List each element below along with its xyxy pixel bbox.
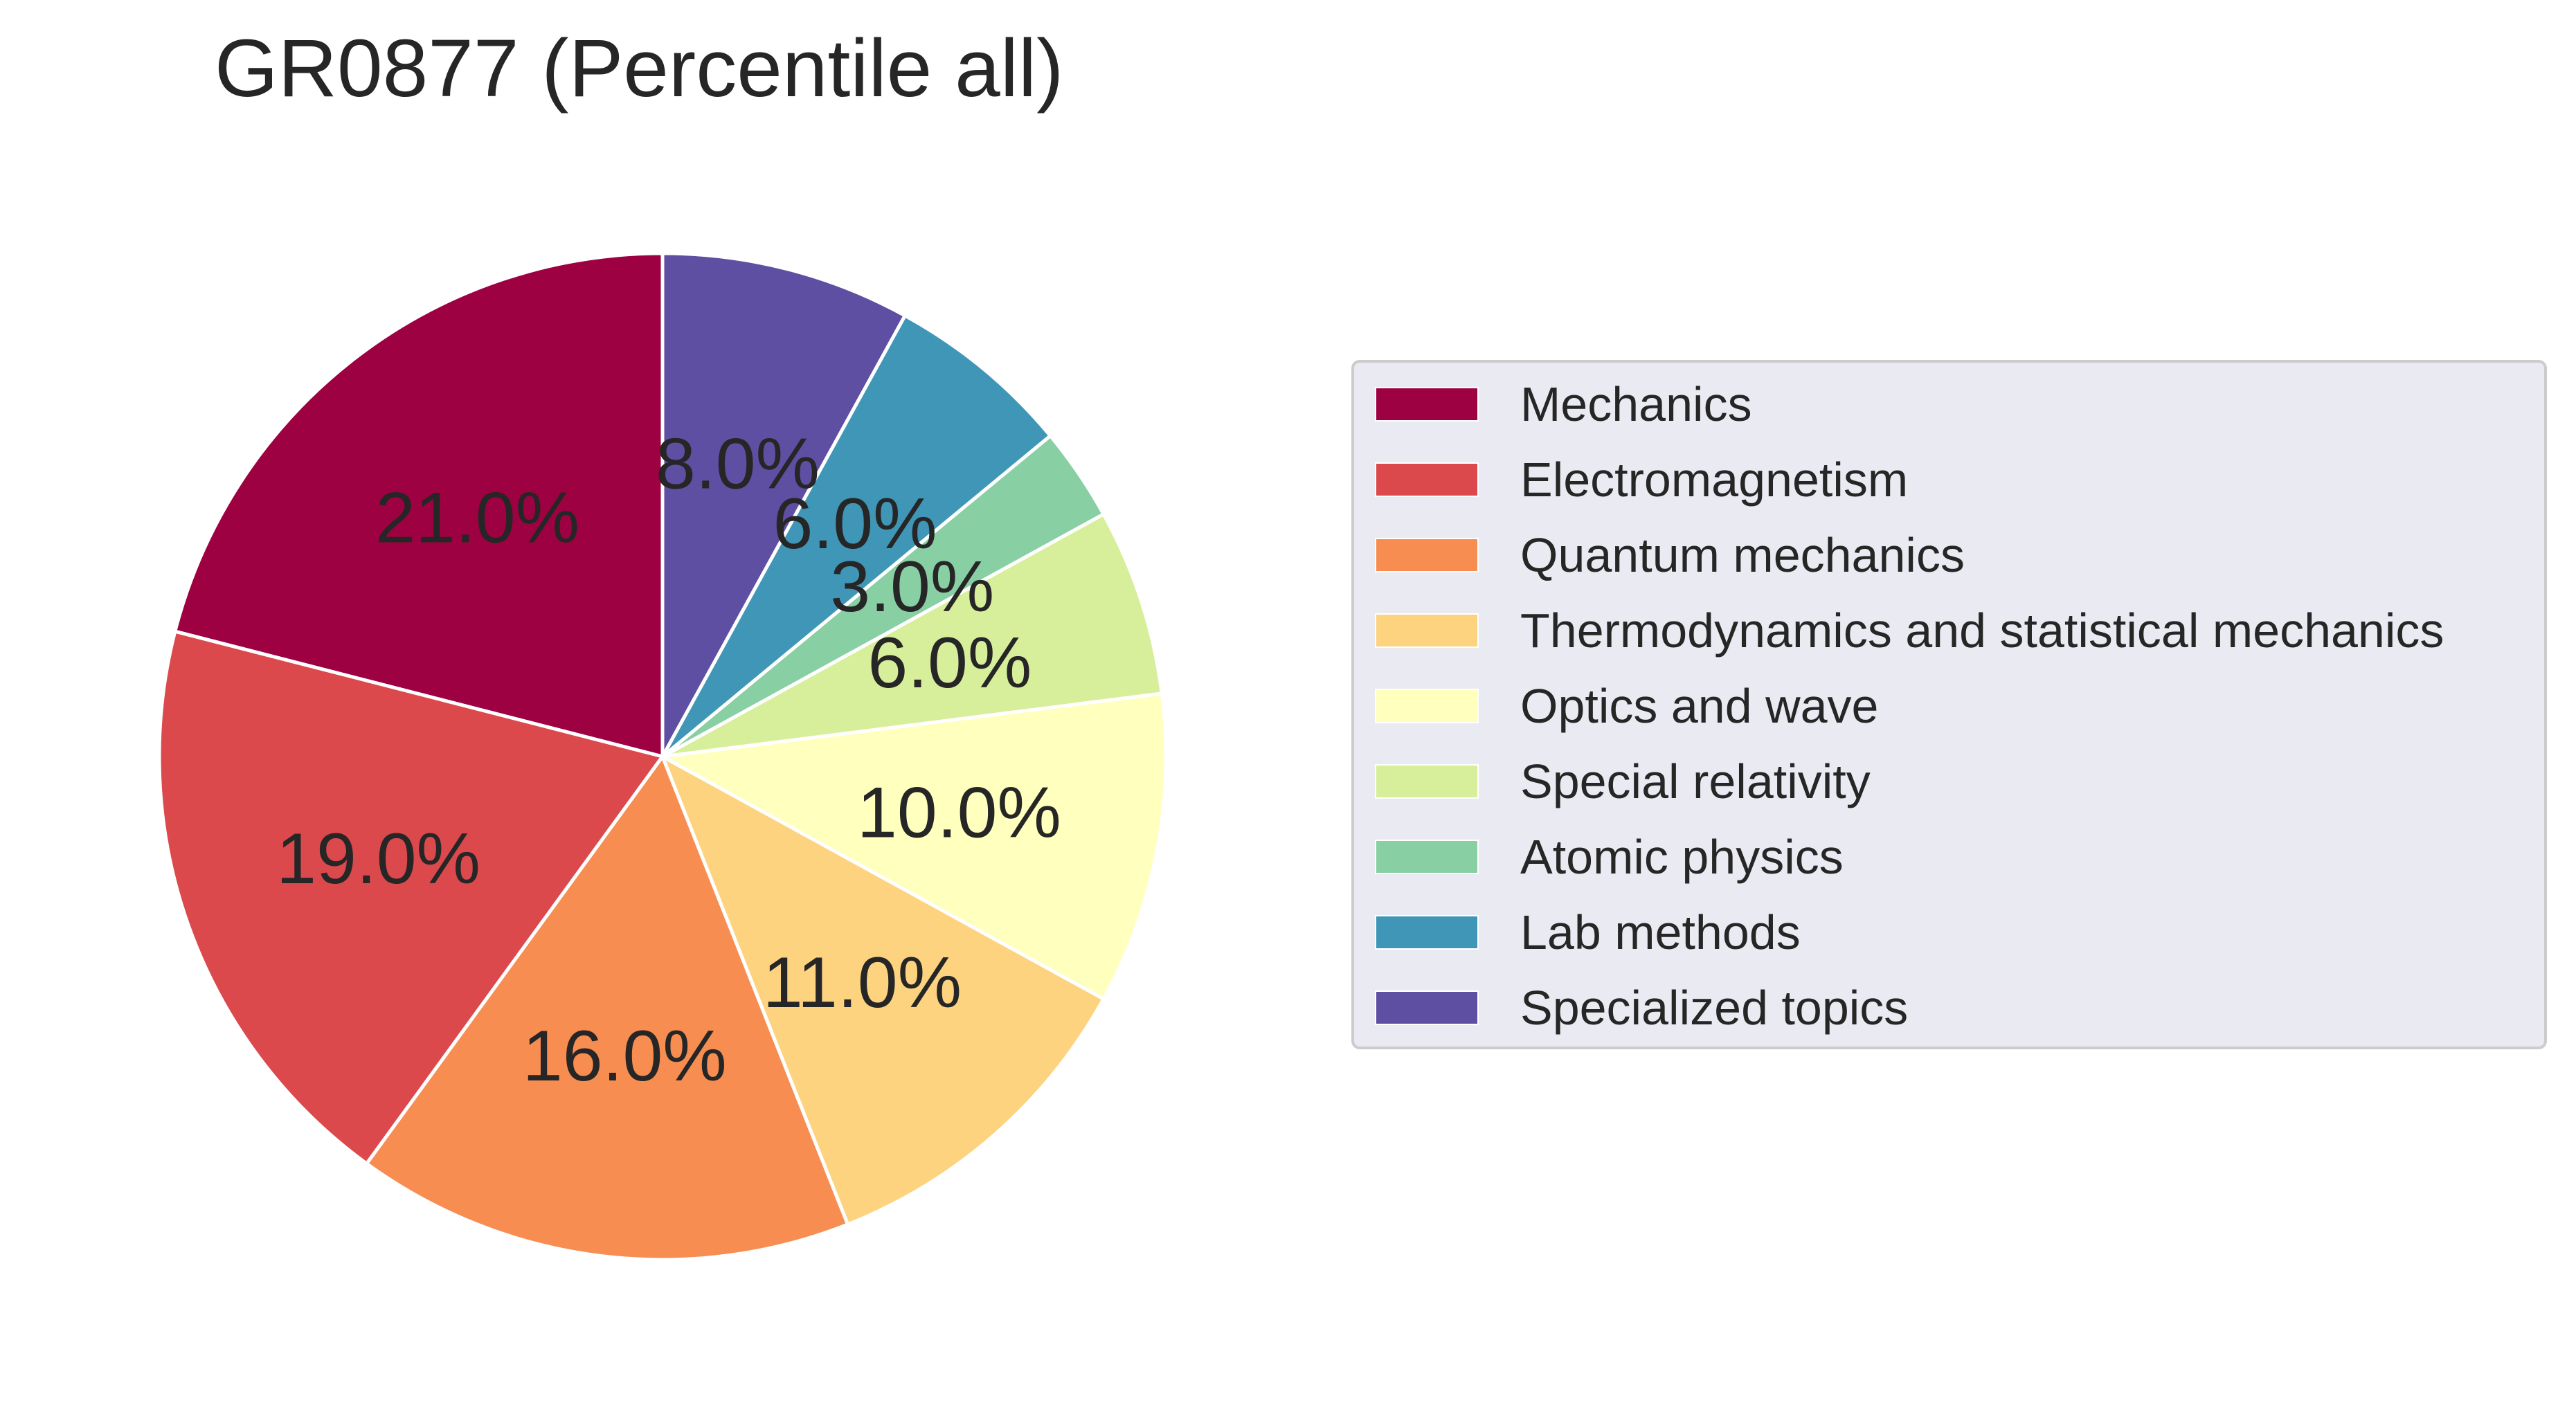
pie-labels: 21.0%19.0%16.0%11.0%10.0%6.0%3.0%6.0%8.0… xyxy=(276,424,1061,1096)
slice-percent-label: 19.0% xyxy=(276,819,480,899)
legend-label: Special relativity xyxy=(1520,754,1871,808)
pie-slice-mechanics xyxy=(173,251,665,759)
legend-item-lab-methods: Lab methods xyxy=(1375,905,1801,959)
legend-label: Atomic physics xyxy=(1520,830,1844,884)
pie-slice-specialized-topics xyxy=(660,251,907,759)
legend-swatch xyxy=(1375,990,1479,1025)
legend-item-thermodynamics-and-statistical-mechanics: Thermodynamics and statistical mechanics xyxy=(1375,604,2444,658)
pie-slices xyxy=(157,251,1168,1262)
legend-label: Lab methods xyxy=(1520,905,1801,959)
pie-chart: 21.0%19.0%16.0%11.0%10.0%6.0%3.0%6.0%8.0… xyxy=(157,251,1168,1262)
slice-percent-label: 6.0% xyxy=(867,623,1032,703)
pie-slice-quantum-mechanics xyxy=(365,754,850,1262)
legend: Mechanics Electromagnetism Quantum mechani… xyxy=(1351,360,2547,1049)
legend-item-mechanics: Mechanics xyxy=(1375,377,1752,431)
chart-title: GR0877 (Percentile all) xyxy=(215,23,1064,114)
pie-slice-lab-methods xyxy=(660,314,1052,759)
legend-item-atomic-physics: Atomic physics xyxy=(1375,830,1844,884)
pie-slice-thermodynamics-and-statistical-mechanics xyxy=(660,754,1106,1227)
legend-label: Mechanics xyxy=(1520,377,1752,431)
slice-percent-label: 3.0% xyxy=(830,547,994,627)
legend-swatch xyxy=(1375,915,1479,950)
slice-percent-label: 10.0% xyxy=(857,773,1061,853)
slice-percent-label: 11.0% xyxy=(763,943,962,1023)
legend-label: Thermodynamics and statistical mechanics xyxy=(1520,604,2444,658)
legend-label: Specialized topics xyxy=(1520,981,1909,1035)
legend-label: Quantum mechanics xyxy=(1520,528,1965,582)
legend-swatch xyxy=(1375,387,1479,422)
legend-label: Electromagnetism xyxy=(1520,453,1909,507)
legend-swatch xyxy=(1375,689,1479,723)
slice-percent-label: 21.0% xyxy=(375,478,579,558)
legend-item-special-relativity: Special relativity xyxy=(1375,754,1871,808)
legend-swatch xyxy=(1375,840,1479,874)
slice-percent-label: 6.0% xyxy=(773,484,937,564)
legend-item-specialized-topics: Specialized topics xyxy=(1375,981,1909,1035)
legend-swatch xyxy=(1375,462,1479,497)
legend-item-electromagnetism: Electromagnetism xyxy=(1375,453,1909,507)
legend-item-quantum-mechanics: Quantum mechanics xyxy=(1375,528,1965,582)
legend-swatch xyxy=(1375,613,1479,648)
legend-swatch xyxy=(1375,538,1479,572)
slice-percent-label: 16.0% xyxy=(523,1016,727,1096)
slice-percent-label: 8.0% xyxy=(656,424,820,505)
pie-slice-special-relativity xyxy=(660,512,1164,759)
legend-swatch xyxy=(1375,764,1479,799)
legend-label: Optics and wave xyxy=(1520,679,1879,733)
pie-slice-electromagnetism xyxy=(157,629,665,1166)
legend-item-optics-and-wave: Optics and wave xyxy=(1375,679,1879,733)
pie-slice-optics-and-wave xyxy=(660,691,1168,1001)
